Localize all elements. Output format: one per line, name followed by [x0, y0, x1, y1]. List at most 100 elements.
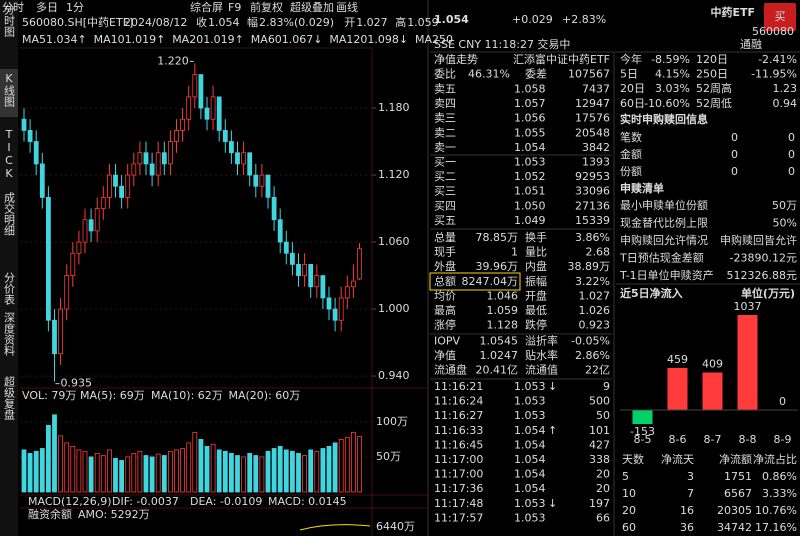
- trade-price: 1.054: [514, 424, 546, 437]
- side-tab[interactable]: K线图: [3, 72, 16, 108]
- volume-bar: [119, 460, 124, 493]
- volume-bar: [100, 455, 106, 493]
- value: 1.0545: [480, 335, 519, 348]
- value: 1.128: [487, 319, 519, 332]
- macd-legend: DEA: -0.0109: [190, 495, 262, 508]
- y-tick-label: 1.180: [378, 101, 410, 114]
- label: 总额: [434, 274, 456, 288]
- ma-label: MA5: [22, 33, 46, 46]
- quote-value: 1.054: [208, 16, 240, 29]
- buy-button[interactable]: [764, 3, 796, 31]
- toolbar-item[interactable]: 多日: [36, 0, 58, 14]
- y-tick-label: 100万: [376, 415, 408, 428]
- value-label: 0: [779, 395, 786, 408]
- label: 委差: [525, 67, 547, 81]
- side-tab[interactable]: 成交明细: [3, 192, 16, 236]
- toolbar-item[interactable]: 超级叠加: [290, 0, 334, 14]
- volume-bar: [216, 449, 222, 493]
- volume-legend: MA(20): 60万: [229, 389, 301, 402]
- candle-body: [216, 96, 222, 131]
- ma-label: MA250: [415, 33, 453, 46]
- candle-body: [326, 297, 332, 310]
- candle-body: [314, 275, 320, 288]
- table-header: 天数: [622, 453, 644, 466]
- side-tab[interactable]: TICK: [3, 128, 16, 180]
- candle-body: [308, 263, 314, 288]
- label: 52周低: [696, 97, 732, 110]
- candle-body: [21, 118, 27, 131]
- quote-label: 幅: [247, 16, 258, 29]
- x-tick-label: 8-5: [634, 433, 652, 446]
- candle-body: [277, 219, 283, 243]
- value: -23890.12元: [730, 252, 797, 265]
- candle-body: [39, 163, 45, 198]
- y-tick-label: 50万: [376, 450, 401, 463]
- margin-tick: 6440万: [376, 520, 415, 533]
- candle-body: [350, 280, 356, 288]
- label: 流通盘: [434, 363, 467, 377]
- volume-bar: [271, 448, 277, 493]
- candle-body: [241, 152, 247, 165]
- candle-body: [320, 275, 326, 299]
- value: -0.05%: [571, 335, 610, 348]
- book-volume: 17576: [575, 112, 610, 125]
- value: 1.026: [579, 304, 611, 317]
- candle-body: [265, 174, 271, 198]
- volume-bar: [33, 450, 39, 493]
- label: 申购赎回允许情况: [620, 233, 708, 247]
- quote-label: 开: [344, 16, 355, 29]
- value: 1.0247: [480, 349, 519, 362]
- table-cell: 34742: [717, 521, 752, 534]
- label: 委比: [434, 68, 456, 81]
- label: 今年: [620, 52, 642, 66]
- toolbar-item[interactable]: F9: [228, 1, 241, 14]
- side-strip: [0, 0, 18, 536]
- side-tab[interactable]: 深度资料: [3, 312, 16, 357]
- toolbar-item[interactable]: 综合屏: [190, 0, 223, 14]
- label: 外盘: [434, 259, 456, 273]
- label: IOPV: [434, 335, 461, 348]
- value: 22亿: [585, 364, 610, 377]
- volume-bar: [76, 449, 82, 493]
- value: 50万: [772, 199, 797, 212]
- table-cell: 20: [622, 504, 636, 517]
- side-tab[interactable]: 分价表: [3, 272, 16, 306]
- volume-bar: [338, 438, 344, 493]
- margin-legend: AMO: 5292万: [78, 508, 150, 521]
- book-volume: 7437: [582, 83, 610, 96]
- quote-value: 1.027: [356, 16, 388, 29]
- candle-body: [204, 107, 210, 120]
- value: 39.96万: [476, 260, 519, 273]
- volume-bar: [186, 442, 192, 493]
- book-volume: 3842: [582, 141, 610, 154]
- trade-price: 1.053: [514, 409, 546, 422]
- volume-bar: [125, 456, 131, 493]
- trade-price: 1.053: [514, 511, 546, 524]
- book-label: 买二: [434, 170, 456, 183]
- candle-body: [174, 129, 179, 142]
- toolbar-item[interactable]: 1分: [66, 1, 84, 14]
- toolbar-item[interactable]: 前复权: [250, 0, 283, 14]
- volume-bar: [296, 453, 301, 493]
- volume-bar: [131, 453, 137, 493]
- value: 3.86%: [575, 231, 610, 244]
- value: 2.68: [586, 246, 611, 259]
- quote-label: 高: [395, 15, 406, 29]
- label: 金额: [620, 147, 642, 161]
- side-tab[interactable]: 分时图: [3, 4, 16, 38]
- label: 开盘: [525, 288, 547, 302]
- value: 107567: [568, 68, 610, 81]
- table-cell: 10.76%: [755, 504, 797, 517]
- chart-title: 近5日净流入: [620, 286, 683, 300]
- label: 最小申赎单位份额: [620, 198, 708, 212]
- side-tab[interactable]: 超级复盘: [3, 375, 16, 420]
- table-cell: 5: [622, 470, 629, 483]
- candle-body: [302, 263, 308, 276]
- candle-body: [338, 297, 344, 321]
- label: 20日: [620, 82, 645, 95]
- toolbar-item[interactable]: 画线: [336, 0, 358, 14]
- trade-volume: 338: [589, 453, 610, 466]
- buy-label[interactable]: 买: [775, 10, 786, 23]
- volume-bar: [82, 450, 88, 493]
- toolbar-item[interactable]: 分时: [2, 1, 24, 14]
